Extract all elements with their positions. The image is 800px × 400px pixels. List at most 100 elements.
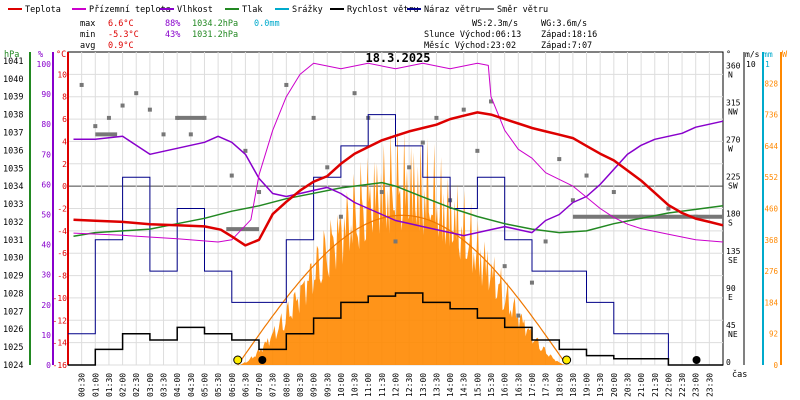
temp-tick-label: -14 (53, 339, 68, 348)
sun-set-info: Západ:18:16 (541, 30, 597, 40)
time-tick-label: 03:00 (146, 373, 155, 397)
time-tick-label: 15:30 (487, 373, 496, 397)
wind-direction-point (666, 206, 671, 211)
humidity-tick-label: 20 (41, 301, 51, 310)
wind-direction-point (461, 107, 466, 112)
plot-area (68, 62, 724, 366)
humidity-tick-label: 30 (41, 271, 51, 280)
time-tick-label: 13:30 (432, 373, 441, 397)
chart-title: 18.3.2025 (365, 51, 430, 65)
time-tick-label: 19:30 (596, 373, 605, 397)
solar-tick-label: 736 (764, 111, 778, 120)
time-tick-label: 20:00 (610, 373, 619, 397)
pressure-tick-label: 1024 (3, 361, 23, 371)
solar-tick-label: 552 (764, 173, 778, 182)
humidity-tick-label: 10 (41, 331, 51, 340)
time-tick-label: 23:00 (692, 373, 701, 397)
pressure-tick-label: 1028 (3, 289, 23, 299)
solar-tick-label: 0 (773, 361, 778, 370)
direction-tick-label: 315 (726, 99, 741, 108)
time-tick-label: 11:00 (364, 373, 373, 397)
humidity-tick-label: 80 (41, 120, 51, 129)
temperature-line (73, 111, 724, 247)
time-tick-label: 06:00 (228, 373, 237, 397)
wind-direction-point (106, 115, 111, 120)
legend-label-2: Vlhkost (177, 5, 213, 15)
moonset-marker (258, 356, 267, 364)
wind-gust-line (68, 114, 723, 366)
solar-radiation-area (237, 128, 567, 365)
wind-direction-point (420, 140, 425, 145)
unit-pct: % (38, 50, 43, 60)
stat-max-rain: 0.0mm (254, 19, 280, 29)
temp-tick-label: 8 (62, 93, 67, 102)
stat-max-pressure: 1034.2hPa (192, 19, 238, 29)
direction-tick-compass: N (728, 70, 733, 79)
direction-tick-compass: E (728, 293, 733, 302)
stat-min-temp: -5.3°C (108, 30, 139, 40)
wind-direction-point (693, 214, 698, 219)
pressure-tick-label: 1032 (3, 218, 23, 228)
stat-max-label: max (80, 19, 95, 29)
time-tick-label: 11:30 (378, 373, 387, 397)
time-tick-label: 17:00 (528, 373, 537, 397)
stat-min-humidity: 43% (165, 30, 180, 40)
unit-w: W (782, 50, 788, 60)
time-tick-label: 14:00 (446, 373, 455, 397)
pressure-tick-label: 1038 (3, 111, 23, 121)
wind-axis-top-label: 10 (746, 60, 756, 69)
moon-rise-info: Měsíc Východ:23:02 (424, 41, 516, 51)
time-tick-label: 17:30 (542, 373, 551, 397)
time-tick-label: 12:30 (405, 373, 414, 397)
sunrise-marker (233, 355, 243, 365)
pressure-tick-label: 1030 (3, 254, 23, 264)
wind-direction-point (161, 132, 166, 137)
wind-direction-point (120, 103, 125, 108)
direction-tick-label: 0 (726, 358, 731, 367)
wind-direction-point (475, 148, 480, 153)
direction-tick-compass: SE (728, 256, 738, 265)
time-tick-label: 18:00 (555, 373, 564, 397)
stat-min-pressure: 1031.2hPa (192, 30, 238, 40)
legend-label-1: Přízemní teplota (89, 5, 171, 15)
time-tick-label: 09:00 (310, 373, 319, 397)
humidity-tick-label: 40 (41, 241, 51, 250)
temp-tick-label: -16 (53, 361, 68, 370)
temp-tick-label: 10 (57, 70, 67, 79)
temp-tick-label: -4 (57, 227, 67, 236)
direction-tick-compass: SW (728, 182, 738, 191)
wind-direction-point (202, 115, 207, 120)
time-tick-label: 12:00 (392, 373, 401, 397)
wind-direction-point (529, 280, 534, 285)
direction-tick-compass: NE (728, 330, 738, 339)
wind-direction-point (79, 82, 84, 87)
temp-tick-label: 0 (62, 182, 67, 191)
pressure-tick-label: 1031 (3, 236, 23, 246)
wind-direction-point (352, 91, 357, 96)
moon-set-info: Západ:7:07 (541, 41, 592, 51)
time-tick-label: 21:00 (637, 373, 646, 397)
time-tick-label: 00:30 (78, 373, 87, 397)
wind-direction-point (338, 214, 343, 219)
wind-direction-point (557, 157, 562, 162)
solar-tick-label: 92 (769, 330, 778, 339)
temp-tick-label: 6 (62, 115, 67, 124)
unit-deg: ° (726, 50, 731, 60)
x-axis-title: čas (732, 369, 747, 380)
wind-direction-point (393, 239, 398, 244)
temp-tick-label: -10 (53, 294, 68, 303)
time-tick-label: 15:00 (473, 373, 482, 397)
wind-direction-point (325, 165, 330, 170)
temp-tick-label: 4 (62, 137, 67, 146)
time-tick-label: 09:30 (323, 373, 332, 397)
time-tick-label: 07:30 (269, 373, 278, 397)
direction-tick-label: 225 (726, 173, 741, 182)
time-tick-label: 10:30 (351, 373, 360, 397)
time-tick-label: 22:00 (664, 373, 673, 397)
humidity-tick-label: 100 (37, 60, 52, 69)
pressure-tick-label: 1026 (3, 325, 23, 335)
humidity-tick-label: 90 (41, 90, 51, 99)
direction-tick-label: 360 (726, 61, 741, 70)
wind-direction-point (502, 264, 507, 269)
pressure-tick-label: 1035 (3, 164, 23, 174)
